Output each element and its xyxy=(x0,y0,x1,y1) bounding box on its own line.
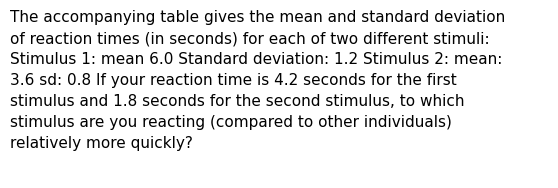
Text: The accompanying table gives the mean and standard deviation
of reaction times (: The accompanying table gives the mean an… xyxy=(10,10,505,151)
